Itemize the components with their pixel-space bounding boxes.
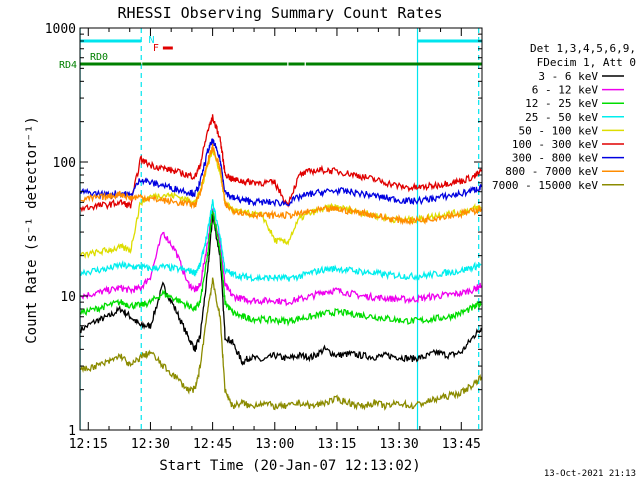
x-tick-label-6: 13:45 <box>442 437 481 452</box>
y-tick-label-2: 100 <box>53 156 76 171</box>
series-line-2 <box>80 210 482 327</box>
x-tick-label-2: 12:45 <box>193 437 232 452</box>
y-axis-label: Count Rate (s⁻¹ detector⁻¹) <box>24 116 40 344</box>
series-line-5 <box>80 114 482 213</box>
axis-ticks: 1 10 100 1000 12:15 12:30 12:45 13:00 13:15 13:30… <box>45 22 482 452</box>
legend-header-1: FDecim 1, Att 0 <box>537 56 636 69</box>
flag-label-n: N <box>149 35 155 46</box>
legend-label-3: 25 - 50 keV <box>525 111 598 124</box>
legend-label-2: 12 - 25 keV <box>525 97 598 110</box>
y-tick-label-3: 1000 <box>45 22 76 37</box>
series-line-7 <box>80 143 482 226</box>
x-tick-label-5: 13:30 <box>380 437 419 452</box>
flag-label-rd0: RD0 <box>90 52 108 63</box>
series-line-8 <box>80 277 482 411</box>
legend: Det 1,3,4,5,6,9,FDecim 1, Att 03 - 6 keV… <box>492 42 636 192</box>
x-tick-label-1: 12:30 <box>131 437 170 452</box>
legend-label-8: 7000 - 15000 keV <box>492 179 598 192</box>
flag-label-rd4: RD4 <box>59 60 77 71</box>
legend-label-5: 100 - 300 keV <box>512 138 598 151</box>
footer-date: 13-Oct-2021 21:13 <box>544 469 636 479</box>
plot-area: NF RD0 RD4 <box>59 28 482 430</box>
flag-label-f: F <box>153 43 159 54</box>
series-line-4 <box>80 146 482 260</box>
x-tick-label-3: 13:00 <box>255 437 294 452</box>
legend-label-0: 3 - 6 keV <box>538 70 598 83</box>
plot-frame <box>79 27 483 431</box>
x-tick-label-0: 12:15 <box>69 437 108 452</box>
y-tick-label-1: 10 <box>60 290 76 305</box>
legend-label-1: 6 - 12 keV <box>532 84 599 97</box>
x-axis-label: Start Time (20-Jan-07 12:13:02) <box>159 458 420 474</box>
y-tick-label-0: 1 <box>68 424 76 439</box>
legend-label-7: 800 - 7000 keV <box>505 165 598 178</box>
chart-title: RHESSI Observing Summary Count Rates <box>117 4 442 22</box>
legend-label-4: 50 - 100 keV <box>519 124 599 137</box>
series-line-3 <box>80 199 482 283</box>
series-line-0 <box>80 214 482 366</box>
x-tick-label-4: 13:15 <box>317 437 356 452</box>
legend-label-6: 300 - 800 keV <box>512 152 598 165</box>
legend-header-0: Det 1,3,4,5,6,9, <box>530 42 636 55</box>
series-line-6 <box>80 138 482 208</box>
